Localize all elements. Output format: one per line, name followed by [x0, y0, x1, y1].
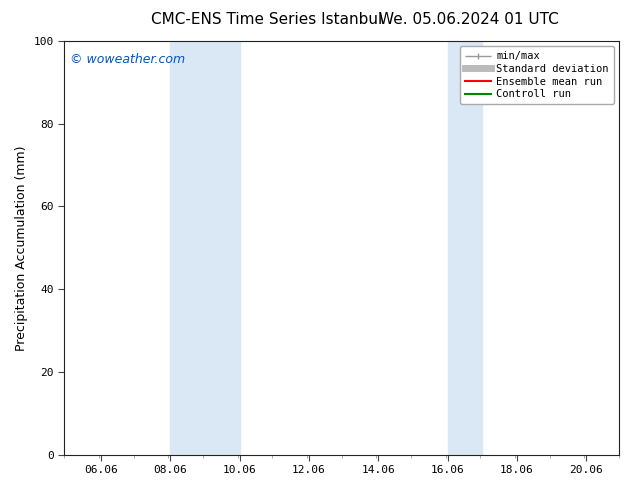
Legend: min/max, Standard deviation, Ensemble mean run, Controll run: min/max, Standard deviation, Ensemble me… — [460, 46, 614, 104]
Text: CMC-ENS Time Series Istanbul: CMC-ENS Time Series Istanbul — [151, 12, 382, 27]
Y-axis label: Precipitation Accumulation (mm): Precipitation Accumulation (mm) — [15, 145, 28, 350]
Text: We. 05.06.2024 01 UTC: We. 05.06.2024 01 UTC — [379, 12, 559, 27]
Bar — [171, 41, 240, 455]
Bar — [448, 41, 482, 455]
Text: © woweather.com: © woweather.com — [70, 53, 185, 67]
